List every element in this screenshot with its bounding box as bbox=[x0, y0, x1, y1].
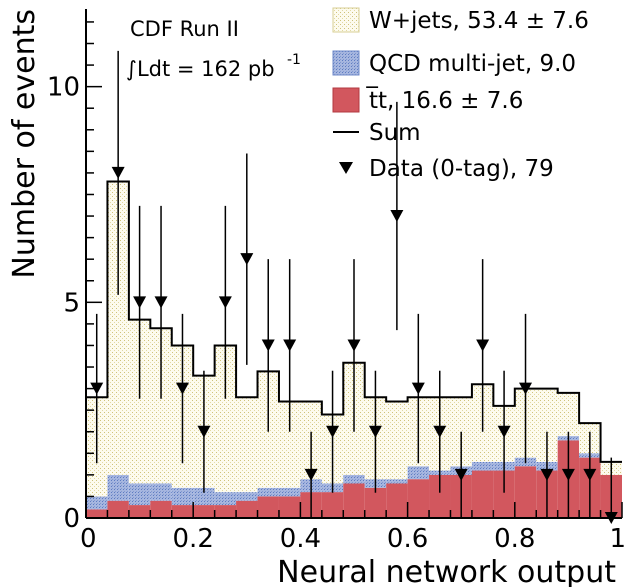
bar-ttbar-7 bbox=[236, 500, 258, 518]
data-point-14 bbox=[390, 210, 404, 223]
data-point-15 bbox=[411, 382, 425, 395]
data-point-19 bbox=[497, 425, 511, 438]
data-point-6 bbox=[218, 296, 232, 309]
data-point-4 bbox=[175, 382, 189, 395]
data-point-0 bbox=[90, 382, 104, 395]
data-point-11 bbox=[326, 425, 340, 438]
data-point-16 bbox=[433, 425, 447, 438]
legend-label-1: QCD multi-jet, 9.0 bbox=[369, 51, 576, 77]
legend-swatch-2 bbox=[332, 87, 360, 113]
data-point-23 bbox=[583, 468, 597, 481]
x-tick-label: 0.4 bbox=[280, 524, 321, 554]
bar-ttbar-12 bbox=[343, 483, 365, 518]
x-axis-title: Neural network output bbox=[277, 555, 616, 587]
data-point-3 bbox=[154, 296, 168, 309]
annotation: CDF Run II ∫Ldt = 162 pb -1 bbox=[126, 17, 301, 81]
bar-qcd-15 bbox=[407, 466, 430, 480]
bar-wjets-6 bbox=[214, 345, 237, 493]
bar-ttbar-8 bbox=[257, 496, 279, 518]
bar-qcd-0 bbox=[86, 496, 108, 510]
bar-qcd-6 bbox=[214, 492, 237, 506]
bar-qcd-3 bbox=[150, 483, 172, 501]
bar-wjets-1 bbox=[107, 181, 129, 475]
bar-wjets-14 bbox=[386, 401, 408, 480]
data-point-21 bbox=[540, 468, 554, 481]
data-point-8 bbox=[261, 339, 275, 352]
bar-qcd-14 bbox=[386, 479, 408, 484]
bar-ttbar-5 bbox=[193, 505, 215, 518]
y-tick-label: 10 bbox=[47, 73, 80, 103]
bar-ttbar-3 bbox=[150, 500, 172, 518]
legend-label-4: Data (0-tag), 79 bbox=[369, 156, 554, 182]
bar-qcd-12 bbox=[343, 474, 365, 484]
bar-ttbar-2 bbox=[128, 505, 151, 518]
x-tick-label: 1 bbox=[609, 524, 626, 554]
y-axis-title: Number of events bbox=[7, 9, 42, 279]
data-point-20 bbox=[519, 382, 533, 395]
legend: W+jets, 53.4 ± 7.6 QCD multi-jet, 9.0 t̅t,… bbox=[332, 7, 589, 182]
data-point-13 bbox=[368, 425, 382, 438]
bar-ttbar-14 bbox=[386, 483, 408, 518]
bar-ttbar-18 bbox=[471, 470, 494, 518]
data-points bbox=[90, 50, 618, 524]
x-tick-label: 0.2 bbox=[173, 524, 214, 554]
data-point-17 bbox=[454, 468, 468, 481]
bar-qcd-4 bbox=[171, 487, 194, 506]
bar-qcd-8 bbox=[257, 487, 279, 497]
bar-ttbar-11 bbox=[321, 492, 344, 518]
legend-label-3: Sum bbox=[369, 120, 421, 146]
bar-ttbar-6 bbox=[214, 505, 237, 518]
axes bbox=[85, 9, 622, 519]
data-point-7 bbox=[240, 253, 254, 266]
bar-ttbar-19 bbox=[493, 470, 515, 518]
bar-ttbar-9 bbox=[278, 496, 301, 518]
data-point-1 bbox=[111, 166, 125, 179]
bar-qcd-9 bbox=[278, 487, 301, 497]
legend-swatch-4 bbox=[339, 162, 353, 174]
bar-qcd-7 bbox=[236, 492, 258, 501]
bar-wjets-3 bbox=[150, 328, 172, 484]
bar-qcd-1 bbox=[107, 474, 129, 501]
data-point-2 bbox=[133, 296, 147, 309]
bar-wjets-2 bbox=[128, 319, 151, 484]
bar-qcd-5 bbox=[193, 487, 215, 506]
y-tick-label: 5 bbox=[63, 288, 80, 318]
legend-swatch-0 bbox=[332, 7, 360, 33]
bar-ttbar-13 bbox=[364, 487, 387, 518]
annotation-luminosity-exponent: -1 bbox=[287, 52, 301, 68]
bar-wjets-21 bbox=[536, 388, 558, 462]
data-point-12 bbox=[347, 339, 361, 352]
data-point-9 bbox=[283, 339, 297, 352]
legend-label-2: t̅t, 16.6 ± 7.6 bbox=[366, 86, 523, 114]
y-tick-label: 0 bbox=[63, 504, 80, 534]
bar-qcd-18 bbox=[471, 461, 494, 471]
annotation-luminosity: ∫Ldt = 162 pb bbox=[126, 57, 275, 81]
bar-wjets-9 bbox=[278, 401, 301, 488]
bar-ttbar-1 bbox=[107, 500, 129, 518]
data-point-18 bbox=[476, 339, 490, 352]
bar-ttbar-4 bbox=[171, 505, 194, 518]
data-point-22 bbox=[561, 468, 575, 481]
data-point-5 bbox=[197, 425, 211, 438]
legend-label-0: W+jets, 53.4 ± 7.6 bbox=[369, 8, 589, 34]
legend-swatch-1 bbox=[332, 50, 360, 76]
bar-qcd-2 bbox=[128, 483, 151, 506]
annotation-experiment: CDF Run II bbox=[130, 17, 239, 41]
x-tick-label: 0.6 bbox=[387, 524, 428, 554]
bar-ttbar-20 bbox=[514, 466, 537, 518]
stacked-bars bbox=[86, 181, 622, 518]
data-point-10 bbox=[304, 468, 318, 481]
bar-wjets-7 bbox=[236, 397, 258, 493]
bar-ttbar-0 bbox=[86, 509, 108, 518]
x-tick-label: 0 bbox=[80, 524, 97, 554]
x-tick-label: 0.8 bbox=[494, 524, 535, 554]
bar-ttbar-15 bbox=[407, 479, 430, 518]
bar-wjets-22 bbox=[557, 392, 580, 437]
bar-ttbar-16 bbox=[429, 474, 451, 518]
